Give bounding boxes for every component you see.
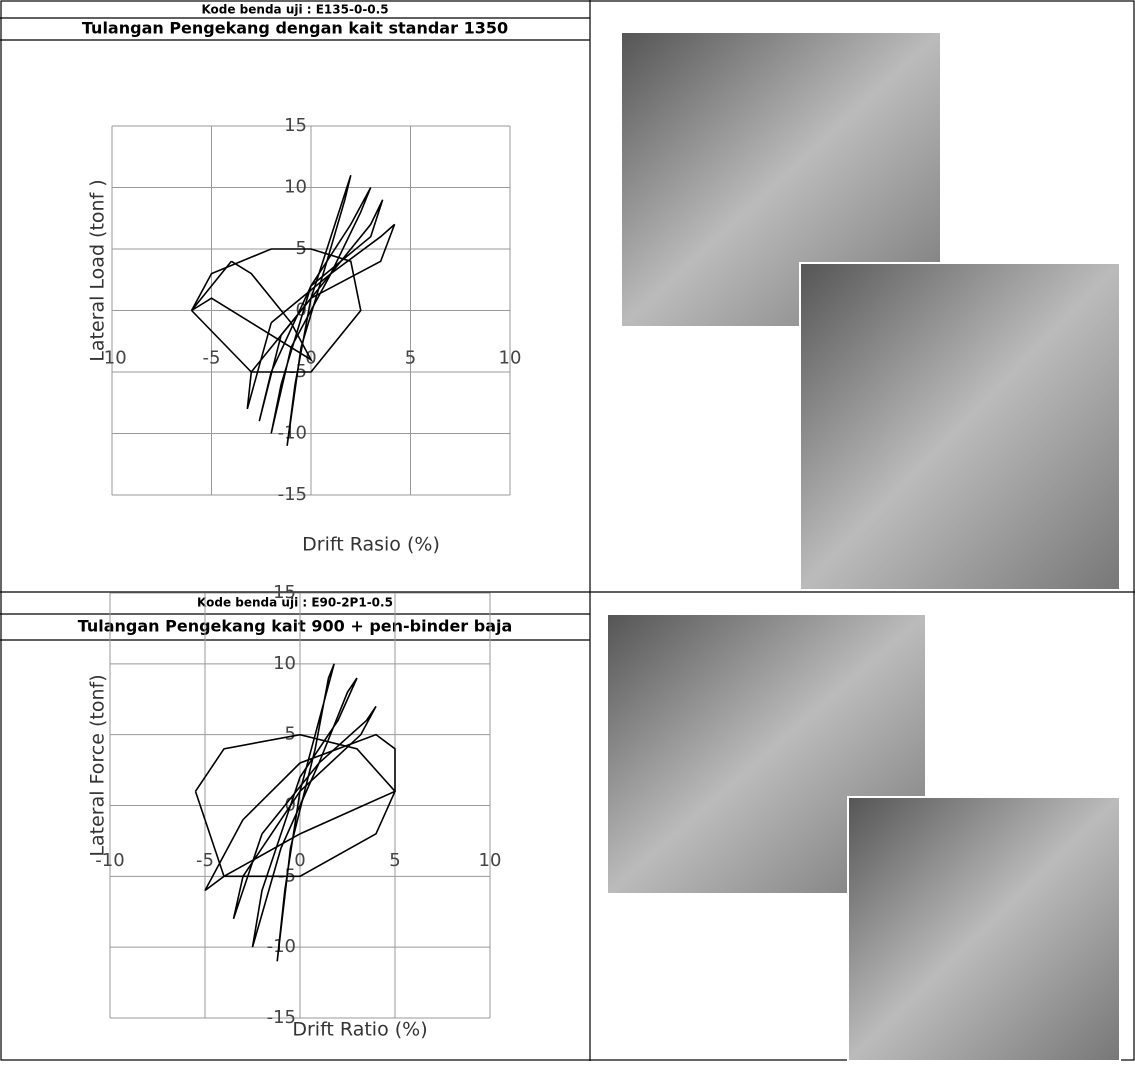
y-tick-label: 10 [284, 177, 307, 198]
x-tick-label: 10 [499, 347, 522, 368]
photos [608, 33, 1120, 1061]
row-title: Tulangan Pengekang dengan kait standar 1… [82, 19, 508, 38]
x-tick-label: 0 [294, 850, 305, 871]
x-tick-label: 5 [405, 347, 416, 368]
x-tick-label: 5 [389, 850, 400, 871]
y-tick-label: -10 [278, 423, 307, 444]
x-axis-title: Drift Ratio (%) [292, 1019, 427, 1041]
y-tick-label: 15 [284, 115, 307, 136]
y-axis-title: Lateral Force (tonf) [87, 674, 109, 856]
x-axis-title: Drift Rasio (%) [302, 534, 440, 556]
x-tick-label: -5 [203, 347, 221, 368]
y-tick-label: 5 [285, 724, 296, 745]
y-tick-label: 15 [273, 582, 296, 603]
y-axis-title: Lateral Load (tonf ) [87, 179, 109, 361]
page: Kode benda uji : E135-0-0.5 Tulangan Pen… [0, 0, 1135, 1061]
photo [848, 797, 1120, 1061]
y-tick-label: -15 [278, 484, 307, 505]
row-title: Tulangan Pengekang kait 900 + pen-binder… [78, 617, 513, 636]
x-tick-label: -5 [196, 850, 214, 871]
photo [800, 263, 1120, 590]
hysteresis-loop [253, 678, 358, 947]
x-tick-label: 10 [479, 850, 502, 871]
y-tick-label: -10 [267, 936, 296, 957]
y-tick-label: 10 [273, 653, 296, 674]
hysteresis-loop [234, 706, 377, 919]
specimen-code: Kode benda uji : E135-0-0.5 [201, 3, 388, 17]
